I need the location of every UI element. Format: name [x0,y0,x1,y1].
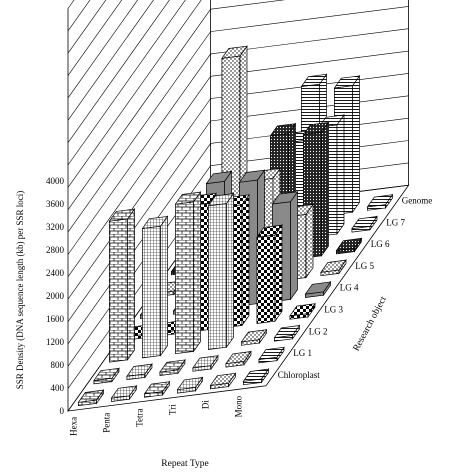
bar-top [333,75,361,89]
bar-side [352,74,360,214]
z-tick-label: LG 5 [355,261,374,271]
bar-top [126,363,153,377]
bar-top [304,281,332,295]
bar-top [366,194,394,208]
y-tick-label: 1600 [46,314,65,324]
z-axis-title: Research object [352,295,389,353]
bar-top [271,191,299,205]
gridline [67,0,75,9]
bar-top [77,389,105,403]
x-tick-label: Mono [234,395,244,417]
x-tick-label: Penta [102,413,112,433]
x-axis-title: Repeat Type [161,459,208,469]
bar-top [273,325,301,339]
y-tick-label: 800 [51,360,65,370]
bar-top [108,208,136,222]
bar-top [205,171,233,185]
bar-top [225,351,252,365]
y-tick-label: 2800 [46,245,65,255]
gridline [67,0,170,143]
chart-bars [77,45,394,407]
y-axis-title: SSR Density (DNA sequence length (kb) pe… [15,191,25,389]
bar-front [109,218,128,363]
gridline [67,0,138,99]
bar-side [336,113,345,236]
z-tick-label: Chloroplast [278,370,320,380]
bar-top [110,385,138,399]
bar-top [300,73,328,87]
bar-top [302,121,330,135]
bar-side [127,208,135,361]
bar-side [290,190,298,301]
bar-top [159,359,186,373]
bar-top [143,381,171,395]
y-tick-label: 3600 [46,199,65,209]
z-tick-label: LG 2 [309,326,328,336]
z-tick-label: LG 4 [340,283,359,293]
z-tick-label: LG 6 [371,239,390,249]
z-tick-label: Genome [402,196,433,206]
bar-front [142,225,161,359]
x-tick-label: Tetra [135,408,145,426]
bar-top [176,377,204,391]
y-tick-label: 1200 [46,337,65,347]
bar-top [238,169,266,183]
bar-top [141,215,169,229]
bar-top [320,259,347,273]
x-tick-label: Di [201,400,211,409]
z-tick-label: LG 1 [293,348,312,358]
y-tick-label: 2400 [46,268,65,278]
bar-top [269,123,297,137]
bar-front [208,203,227,350]
bar-top [351,216,378,230]
bar-side [241,193,250,327]
x-tick-label: Hexa [69,417,79,436]
bar-top [335,237,363,251]
y-tick-label: 3200 [46,222,65,232]
gridline [67,0,123,76]
bar-top [174,191,202,205]
gridline [67,0,154,121]
bar-top [221,45,248,59]
bar-side [226,192,234,349]
z-tick-label: LG 3 [324,305,343,315]
bar-top [209,372,237,386]
bar-top [240,329,268,343]
bar-top [258,346,285,360]
gridline [67,0,202,188]
bar-side [193,191,201,353]
bar-top [93,367,120,381]
bar-front [256,234,276,324]
y-tick-label: 4000 [46,176,65,186]
y-tick-label: 0 [60,406,65,416]
bar-side [274,223,283,323]
bar-top [192,355,219,369]
z-tick-label: LG 7 [386,217,405,227]
bar-side [321,121,329,257]
bar-top [256,224,283,238]
y-tick-label: 400 [51,383,65,393]
gridline [67,0,186,166]
x-tick-label: Tri [168,404,178,415]
bar-top [289,303,316,317]
bar-side [160,215,168,357]
bar-top [207,193,235,207]
bar-top [242,368,270,382]
y-tick-label: 2000 [46,291,65,301]
gridline [67,0,107,54]
bar-side [305,203,314,279]
bar-front [175,201,194,355]
